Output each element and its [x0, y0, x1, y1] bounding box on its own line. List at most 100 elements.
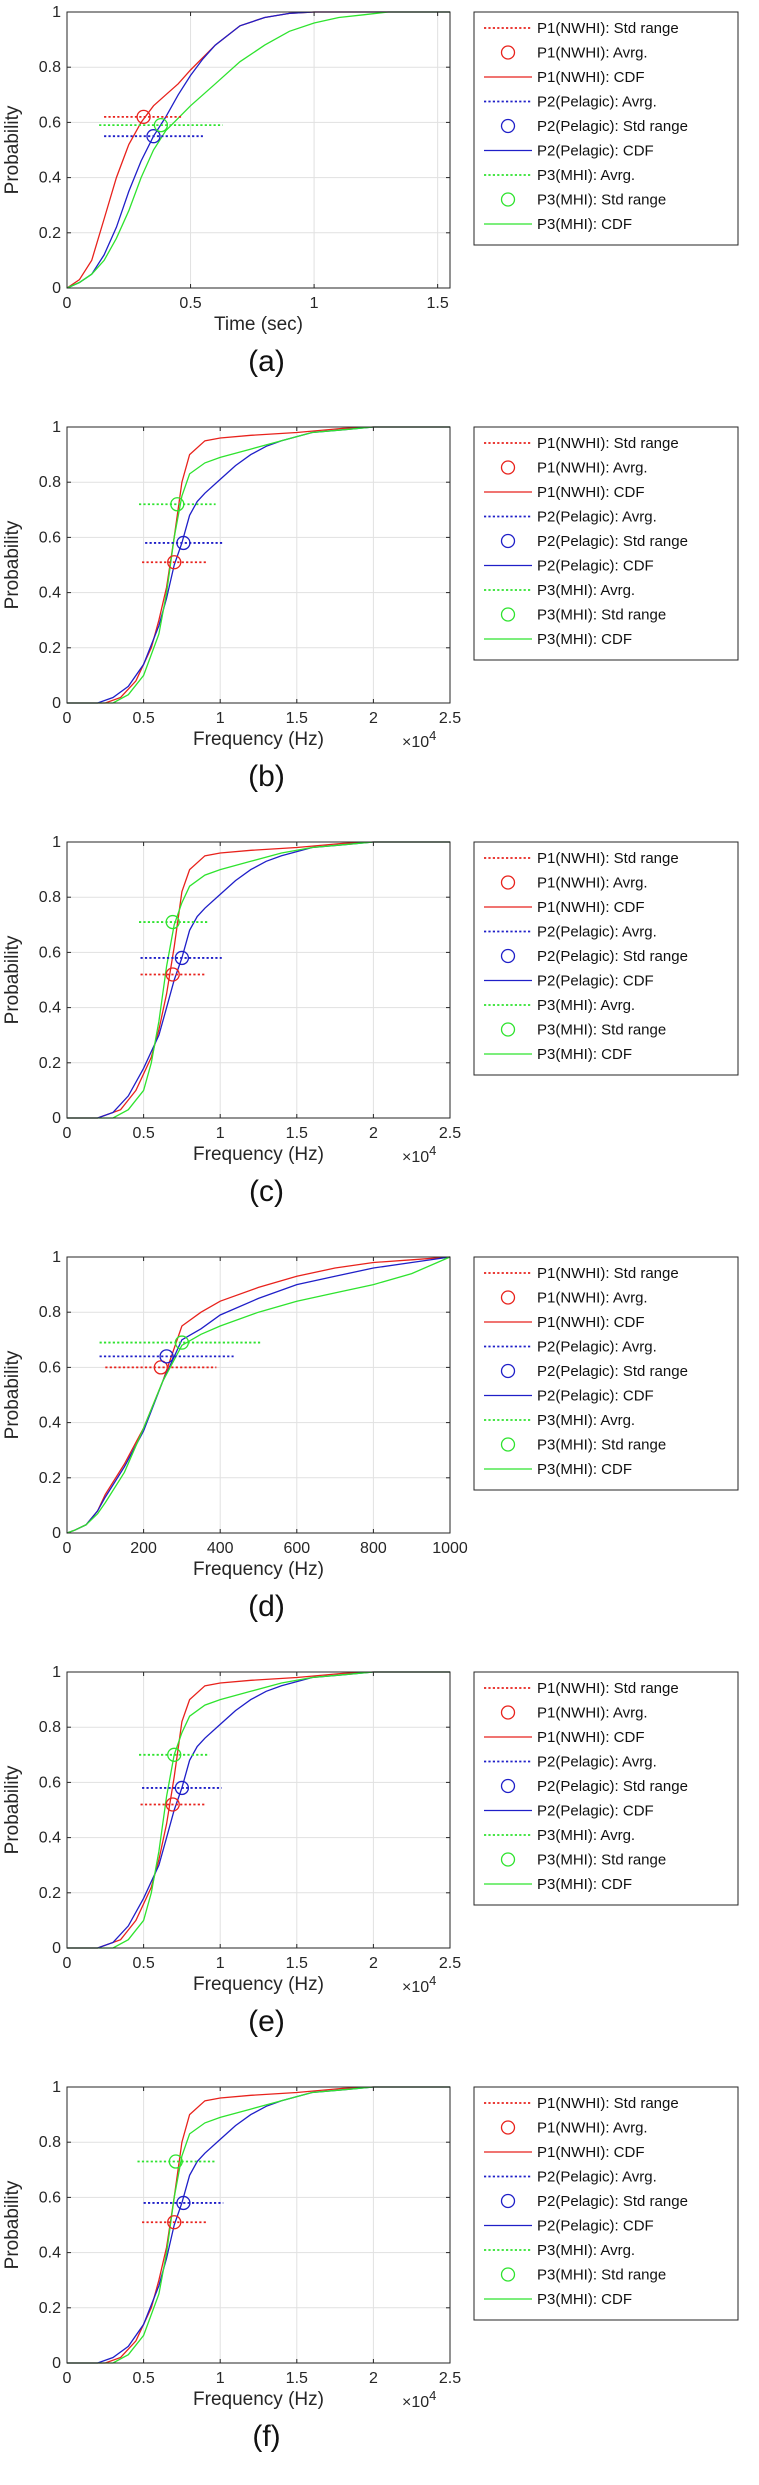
legend-label: P3(MHI): Avrg. — [537, 582, 635, 599]
legend-avg-swatch — [500, 45, 516, 60]
legend-label: P2(Pelagic): Avrg. — [537, 1754, 657, 1771]
legend-label: P1(NWHI): Avrg. — [537, 1290, 648, 1307]
cdf-line-p3 — [66, 1256, 451, 1534]
legend-box — [473, 1671, 739, 1906]
legend-item: P1(NWHI): CDF — [484, 1314, 645, 1331]
x-tick-label: 2.5 — [439, 1955, 461, 1972]
legend-item: P3(MHI): Avrg. — [484, 167, 635, 184]
legend-label: P1(NWHI): CDF — [537, 899, 645, 916]
legend-label: P1(NWHI): Avrg. — [537, 1705, 648, 1722]
legend-label: P3(MHI): Avrg. — [537, 2242, 635, 2259]
legend-avg-swatch — [500, 533, 516, 549]
y-tick-label: 0.6 — [39, 529, 61, 546]
legend-avg-swatch — [500, 460, 516, 475]
legend-avg-swatch — [500, 1363, 516, 1379]
x-tick-label: 200 — [130, 1540, 157, 1557]
legend-label: P3(MHI): CDF — [537, 2291, 632, 2308]
legend-item: P1(NWHI): Std range — [484, 1265, 679, 1282]
legend-label: P3(MHI): Avrg. — [537, 1827, 635, 1844]
x-axis-label: Frequency (Hz) — [193, 2389, 324, 2410]
x-tick-label: 2.5 — [439, 2370, 461, 2387]
x-tick-label: 2 — [369, 1125, 378, 1142]
y-tick-label: 0.6 — [39, 1774, 61, 1791]
legend-item: P1(NWHI): Avrg. — [500, 1705, 648, 1722]
legend-item: P2(Pelagic): Std range — [500, 1778, 688, 1795]
x-exponent-label: ×104 — [402, 1143, 436, 1166]
x-tick-label: 0.5 — [132, 1125, 154, 1142]
x-axis-label: Frequency (Hz) — [193, 729, 324, 750]
chart-panel-1: 0 0.5 1 1.5 0 0.2 0.4 0.6 0.8 1 Time (sec) Probabil… — [2, 4, 739, 378]
legend-label: P2(Pelagic): Std range — [537, 533, 688, 550]
legend-label: P2(Pelagic): Std range — [537, 2193, 688, 2210]
legend-label: P1(NWHI): CDF — [537, 69, 645, 86]
avg-marker-p1 — [165, 967, 180, 982]
x-axis-label: Time (sec) — [214, 314, 303, 335]
axes-box — [66, 11, 451, 289]
avg-marker-p1 — [165, 1797, 180, 1812]
legend-item: P2(Pelagic): CDF — [484, 973, 654, 990]
legend-avg-swatch — [500, 118, 516, 134]
legend-label: P3(MHI): CDF — [537, 1046, 632, 1063]
legend-item: P3(MHI): Avrg. — [484, 1412, 635, 1429]
legend-avg-swatch — [500, 1437, 516, 1452]
x-tick-label: 1.5 — [286, 1125, 308, 1142]
y-tick-label: 0.4 — [39, 585, 61, 602]
legend-avg-swatch — [500, 875, 516, 890]
x-tick-label: 1.5 — [286, 2370, 308, 2387]
legend-label: P2(Pelagic): Avrg. — [537, 509, 657, 526]
y-tick-label: 1 — [52, 1664, 61, 1681]
legend-item: P1(NWHI): Avrg. — [500, 2120, 648, 2137]
cdf-line-p1 — [67, 2086, 450, 2364]
legend-item: P2(Pelagic): Avrg. — [484, 1754, 657, 1771]
plot-area — [67, 2087, 450, 2363]
x-tick-label: 1.5 — [286, 710, 308, 727]
legend-item: P2(Pelagic): Std range — [500, 533, 688, 550]
axes-box — [66, 426, 451, 704]
legend-label: P1(NWHI): CDF — [537, 484, 645, 501]
legend-box — [473, 2086, 739, 2321]
y-tick-label: 1 — [52, 2079, 61, 2096]
x-tick-label: 0 — [63, 1540, 72, 1557]
legend-label: P3(MHI): Std range — [537, 1022, 666, 1039]
legend-item: P3(MHI): CDF — [484, 1876, 632, 1893]
legend-label: P2(Pelagic): Std range — [537, 948, 688, 965]
legend-label: P1(NWHI): Avrg. — [537, 2120, 648, 2137]
legend-label: P3(MHI): CDF — [537, 1876, 632, 1893]
legend-item: P2(Pelagic): Avrg. — [484, 509, 657, 526]
legend: P1(NWHI): Std range P1(NWHI): Avrg. P1(NWH… — [473, 11, 739, 246]
legend-label: P2(Pelagic): CDF — [537, 973, 654, 990]
y-axis-label: Probability — [2, 935, 23, 1024]
avg-marker-p2 — [174, 950, 190, 966]
legend-label: P2(Pelagic): CDF — [537, 2218, 654, 2235]
legend-avg-swatch — [500, 2267, 516, 2282]
legend-avg-swatch — [500, 2193, 516, 2209]
legend-label: P3(MHI): Std range — [537, 192, 666, 209]
y-tick-label: 1 — [52, 4, 61, 21]
legend-box — [473, 11, 739, 246]
y-tick-label: 1 — [52, 834, 61, 851]
legend-avg-swatch — [500, 1022, 516, 1037]
x-tick-label: 1 — [216, 710, 225, 727]
legend-item: P2(Pelagic): Std range — [500, 118, 688, 135]
legend-label: P3(MHI): CDF — [537, 1461, 632, 1478]
x-tick-label: 1.5 — [286, 1955, 308, 1972]
x-tick-label: 1000 — [432, 1540, 468, 1557]
legend-item: P1(NWHI): CDF — [484, 899, 645, 916]
y-tick-label: 0.4 — [39, 170, 61, 187]
chart-panel-5: 0 0.5 1 1.5 2 2.5 0 0.2 0.4 0.6 0.8 1 Frequency (Hz)… — [2, 1664, 739, 2038]
legend: P1(NWHI): Std range P1(NWHI): Avrg. P1(NWH… — [473, 2086, 739, 2321]
y-tick-label: 0.2 — [39, 640, 61, 657]
y-tick-label: 0.8 — [39, 1719, 61, 1736]
x-tick-label: 0 — [63, 710, 72, 727]
plot-area — [67, 1672, 450, 1948]
legend-label: P3(MHI): CDF — [537, 216, 632, 233]
x-tick-label: 0 — [63, 1125, 72, 1142]
y-tick-label: 0.6 — [39, 1359, 61, 1376]
legend-label: P3(MHI): Avrg. — [537, 997, 635, 1014]
legend-item: P2(Pelagic): Avrg. — [484, 1339, 657, 1356]
legend-avg-swatch — [500, 607, 516, 622]
x-tick-label: 0.5 — [132, 710, 154, 727]
panel-caption: (d) — [248, 1590, 285, 1623]
y-tick-label: 0 — [52, 1525, 61, 1542]
chart-panel-2: 0 0.5 1 1.5 2 2.5 0 0.2 0.4 0.6 0.8 1 Frequency (Hz)… — [2, 419, 739, 793]
